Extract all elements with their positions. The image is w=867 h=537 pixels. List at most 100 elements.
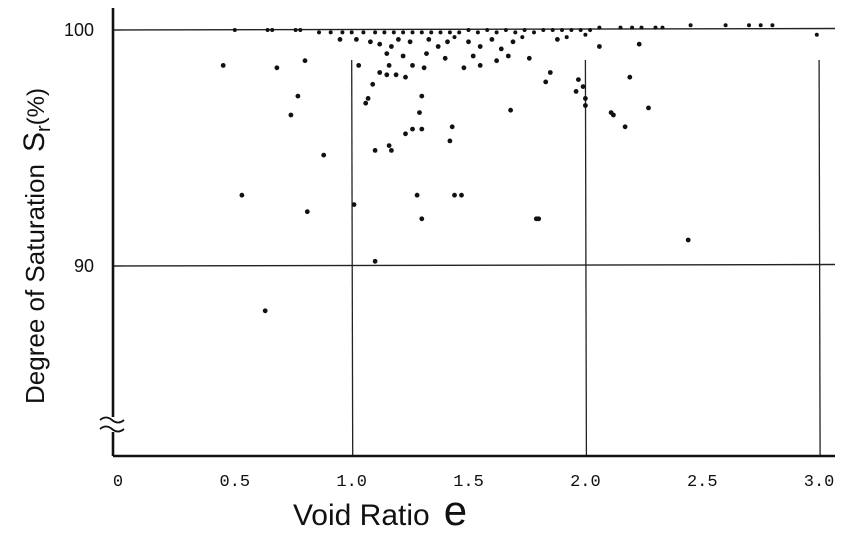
data-point [368,39,373,45]
data-point [354,37,359,42]
data-point [536,216,542,222]
data-point [270,28,275,32]
y-axis-symbol: S [18,132,51,152]
data-point [466,28,471,32]
data-point [356,63,362,68]
data-point [630,25,635,30]
data-point [445,39,450,45]
data-point [386,63,392,68]
data-point [560,28,564,32]
data-point [578,28,583,32]
data-point [627,74,633,80]
data-point [639,25,644,30]
axis-break-wave-top [99,416,125,424]
axis-break-gap [100,417,126,432]
data-point [532,30,536,35]
data-point [337,37,343,42]
data-point [814,32,819,37]
data-point [317,30,321,35]
data-point [396,37,401,42]
data-point [583,96,588,101]
x-axis-symbol: e [444,487,467,534]
data-point [442,55,448,61]
data-point [494,30,499,35]
data-point [407,39,413,45]
data-point [498,46,504,52]
data-point [611,112,616,118]
h-gridline-1 [112,263,836,267]
data-point [477,44,483,49]
data-point [475,30,480,35]
data-point [573,89,579,94]
data-point [580,84,586,89]
data-point [636,41,642,47]
data-point [293,28,298,32]
y-axis-label-text: Degree of Saturation [20,164,50,404]
data-point [419,30,424,35]
data-point [485,28,490,32]
data-point [489,37,495,42]
data-point [646,105,651,111]
data-point [365,96,371,101]
data-point [438,30,443,35]
x-tick-label: 0.5 [220,473,251,492]
x-tick-label: 2.5 [687,473,718,492]
data-point [660,25,665,30]
data-point [419,93,425,99]
data-point [597,25,602,30]
data-point [447,30,452,35]
y-tick-label: 90 [74,256,94,276]
data-point [526,55,532,61]
x-axis-title: Void Ratio e [293,487,467,534]
data-point [419,216,425,222]
data-point [389,148,394,153]
data-point [363,100,369,106]
data-point [435,44,441,49]
data-point [457,30,462,35]
data-point [384,51,390,56]
data-point [555,37,560,42]
axes [111,8,835,458]
data-point [321,152,327,158]
y-tick-label: 100 [64,20,94,40]
data-point [400,53,406,59]
data-point [340,30,345,35]
data-point [459,192,464,198]
v-gridline-1 [584,59,588,457]
data-point [410,30,415,35]
y-axis-subscript: r [33,125,55,132]
x-tick-labels: 0 0.5 1.0 1.5 2.0 2.5 3.0 [113,473,835,492]
data-point [426,37,432,42]
data-point [688,23,693,28]
data-point [569,28,574,32]
data-point [414,192,420,198]
data-point [653,25,658,30]
data-point [382,30,387,35]
data-point [477,63,483,68]
data-point [424,51,429,56]
data-point [295,93,301,99]
h-gridline-0 [112,27,836,31]
data-point [520,35,525,40]
data-point [298,28,303,32]
data-point [576,77,581,82]
data-point [447,138,453,144]
data-point [618,25,623,30]
v-gridline-0 [351,59,354,457]
gridlines [112,27,836,457]
data-point [758,23,763,28]
y-axis-title: Degree of Saturation Sr(%) [18,88,55,404]
data-point [513,30,518,35]
data-point [265,28,270,32]
data-point [449,124,455,130]
data-point [583,32,588,37]
data-point [262,308,268,314]
data-point [494,58,499,64]
data-point [302,58,308,64]
data-point [389,44,394,49]
data-point [288,112,294,118]
data-point [723,23,728,28]
data-point [401,30,406,35]
data-point [505,53,511,59]
data-point [328,30,333,35]
